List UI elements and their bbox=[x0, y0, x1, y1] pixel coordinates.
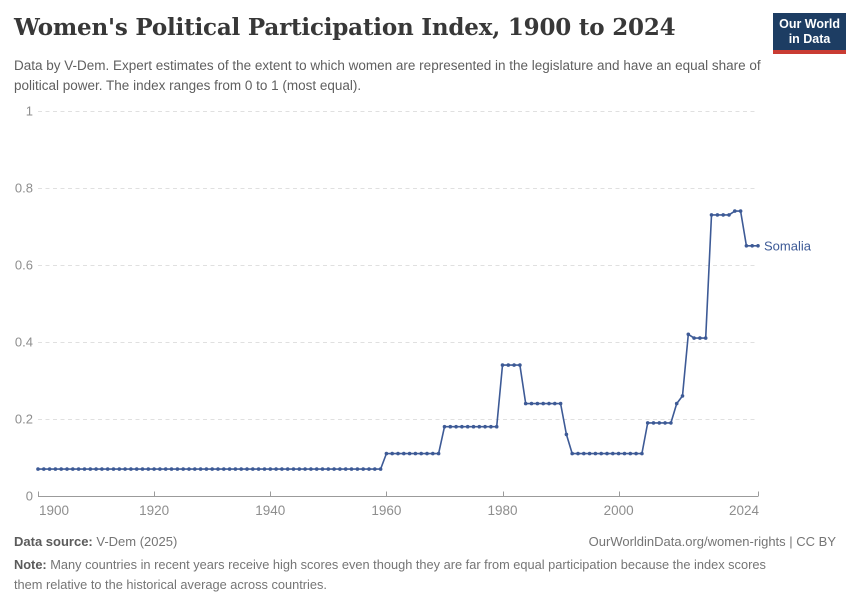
svg-text:0: 0 bbox=[26, 489, 33, 504]
data-source-label: Data source: bbox=[14, 534, 93, 549]
svg-text:2024: 2024 bbox=[729, 503, 760, 518]
owid-logo-line1: Our World bbox=[779, 17, 840, 31]
svg-text:1: 1 bbox=[26, 104, 33, 119]
owid-logo[interactable]: Our World in Data bbox=[773, 13, 846, 54]
svg-text:2000: 2000 bbox=[604, 503, 634, 518]
chart-title: Women's Political Participation Index, 1… bbox=[14, 14, 676, 41]
chart-note-value: Many countries in recent years receive h… bbox=[14, 557, 766, 592]
chart-note: Note: Many countries in recent years rec… bbox=[14, 555, 790, 595]
svg-text:1960: 1960 bbox=[371, 503, 401, 518]
svg-text:0.6: 0.6 bbox=[15, 258, 33, 273]
owid-logo-line2: in Data bbox=[788, 32, 831, 46]
series-end-label: Somalia bbox=[764, 238, 812, 253]
svg-text:0.4: 0.4 bbox=[15, 335, 33, 350]
svg-text:1900: 1900 bbox=[39, 503, 69, 518]
owid-license-link[interactable]: OurWorldinData.org/women-rights | CC BY bbox=[588, 534, 836, 549]
svg-text:1940: 1940 bbox=[255, 503, 285, 518]
svg-text:1920: 1920 bbox=[139, 503, 169, 518]
svg-text:1980: 1980 bbox=[487, 503, 517, 518]
data-source-value: V-Dem (2025) bbox=[92, 534, 178, 549]
chart-footer: Data source: V-Dem (2025) OurWorldinData… bbox=[14, 534, 836, 549]
chart-subtitle: Data by V-Dem. Expert estimates of the e… bbox=[14, 58, 761, 93]
svg-text:0.2: 0.2 bbox=[15, 412, 33, 427]
svg-text:0.8: 0.8 bbox=[15, 181, 33, 196]
data-source: Data source: V-Dem (2025) bbox=[14, 534, 177, 549]
chart-note-label: Note: bbox=[14, 557, 47, 572]
